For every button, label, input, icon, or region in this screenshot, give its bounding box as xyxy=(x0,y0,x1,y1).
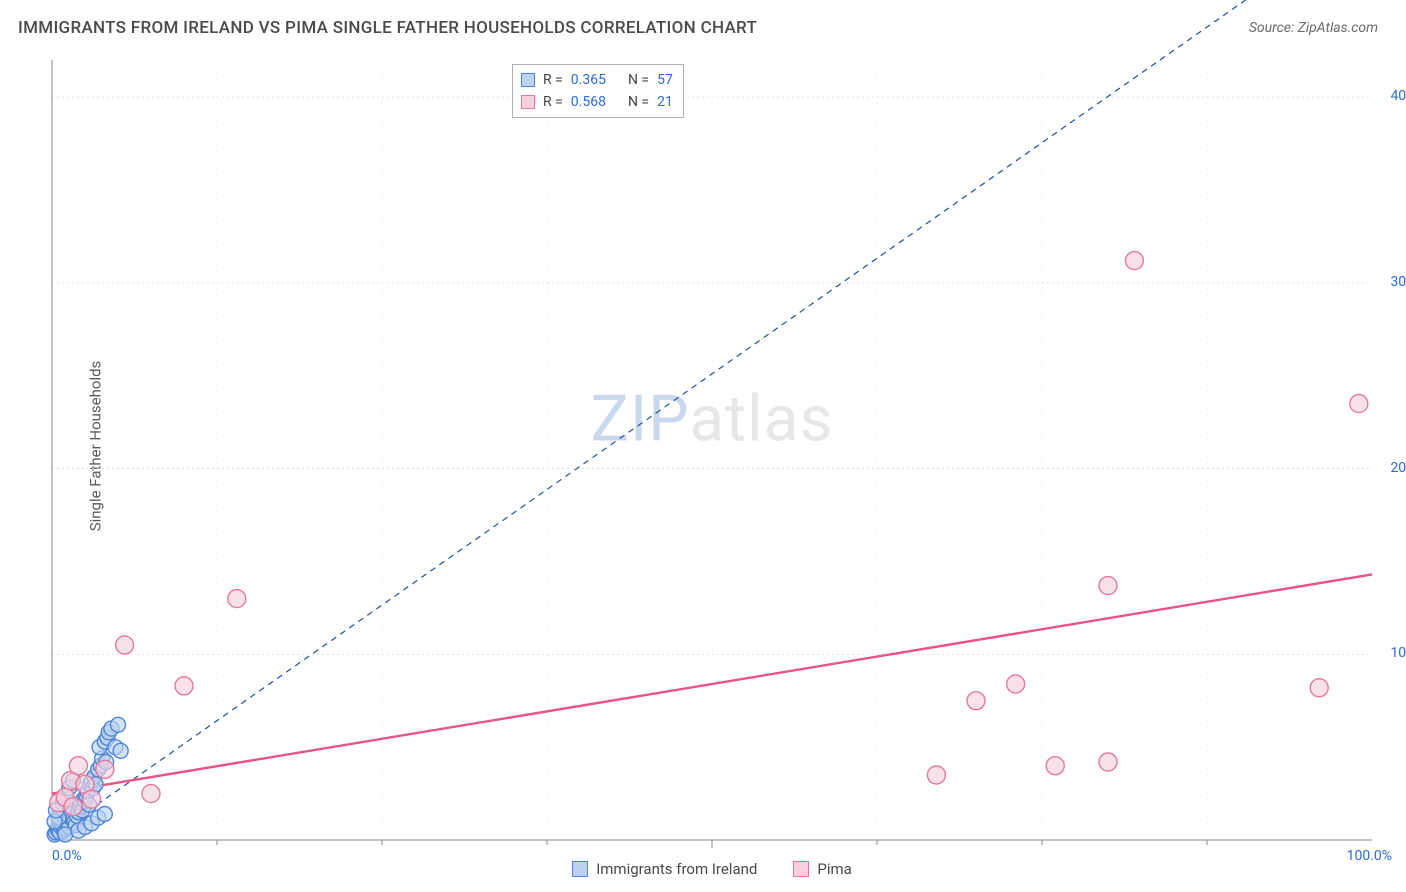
data-point-pima xyxy=(927,766,945,784)
stat-r-value: 0.365 xyxy=(571,69,606,91)
chart-title: IMMIGRANTS FROM IRELAND VS PIMA SINGLE F… xyxy=(18,18,757,38)
stat-n-label: N = xyxy=(628,69,649,91)
legend-item-pima: Pima xyxy=(793,860,851,878)
legend-item-ireland: Immigrants from Ireland xyxy=(572,860,757,878)
trend-line-ireland xyxy=(52,0,1372,836)
data-point-pima xyxy=(1007,675,1025,693)
chart-plot-area: ZIPatlas R =0.365N =57R =0.568N =21 0.0%… xyxy=(52,60,1372,840)
stat-r-value: 0.568 xyxy=(571,91,606,113)
data-point-pima xyxy=(1046,757,1064,775)
stat-n-label: N = xyxy=(628,91,649,113)
stats-row-pima: R = 0.568 N = 21 xyxy=(521,91,673,113)
data-point-pima xyxy=(69,757,87,775)
data-point-pima xyxy=(142,785,160,803)
legend-label: Immigrants from Ireland xyxy=(596,860,757,878)
stat-r-label: R = xyxy=(543,91,563,113)
bottom-legend: Immigrants from Ireland Pima xyxy=(52,860,1372,878)
data-point-ireland xyxy=(111,717,126,732)
legend-swatch-ireland-icon xyxy=(572,861,588,877)
data-point-pima xyxy=(96,760,114,778)
y-tick-label: 10.0% xyxy=(1390,645,1406,661)
data-point-ireland xyxy=(113,743,128,758)
data-point-ireland xyxy=(97,807,112,822)
y-tick-label: 40.0% xyxy=(1390,88,1406,104)
data-point-pima xyxy=(64,798,82,816)
data-point-pima xyxy=(1125,252,1143,270)
legend-label: Pima xyxy=(817,860,851,878)
data-point-pima xyxy=(228,590,246,608)
data-point-pima xyxy=(83,790,101,808)
y-tick-label: 30.0% xyxy=(1390,274,1406,290)
source-attribution: Source: ZipAtlas.com xyxy=(1249,20,1378,36)
data-point-pima xyxy=(116,636,134,654)
data-point-pima xyxy=(1350,395,1368,413)
data-point-pima xyxy=(967,692,985,710)
stat-r-label: R = xyxy=(543,69,563,91)
data-point-pima xyxy=(1310,679,1328,697)
y-tick-label: 20.0% xyxy=(1390,460,1406,476)
stat-n-value: 57 xyxy=(657,69,673,91)
data-point-pima xyxy=(175,677,193,695)
stats-box: R = 0.365 N = 57 R = 0.568 N = 21 xyxy=(512,64,684,118)
stat-n-value: 21 xyxy=(657,91,673,113)
data-point-pima xyxy=(1099,577,1117,595)
swatch-pima-icon xyxy=(521,95,535,109)
chart-svg xyxy=(52,60,1372,840)
stats-row-ireland: R = 0.365 N = 57 xyxy=(521,69,673,91)
legend-swatch-pima-icon xyxy=(793,861,809,877)
swatch-ireland-icon xyxy=(521,73,535,87)
data-point-pima xyxy=(1099,753,1117,771)
